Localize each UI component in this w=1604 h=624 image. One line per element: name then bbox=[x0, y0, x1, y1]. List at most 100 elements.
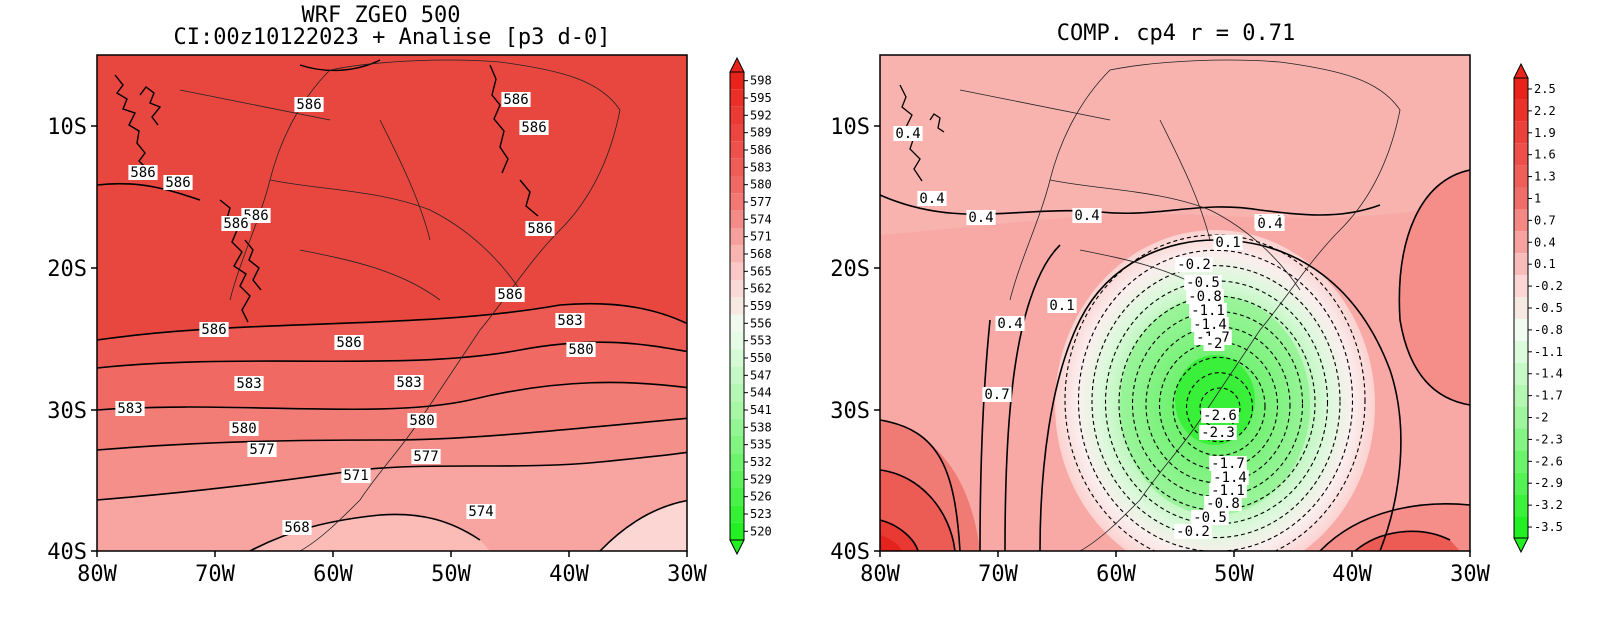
left-contour-label: 583 bbox=[117, 401, 142, 417]
left-contour-label-bg bbox=[466, 504, 496, 519]
left-contour-label-bg bbox=[495, 287, 525, 302]
left-contour-label-bg bbox=[519, 120, 549, 135]
left-contour-label-bg bbox=[341, 468, 371, 483]
left-contour-label-bg bbox=[221, 216, 251, 231]
right-contour-label: -1.4 bbox=[1213, 470, 1247, 486]
left-colorbar-label: 547 bbox=[750, 368, 772, 382]
right-colorbar-label: 2.2 bbox=[1534, 104, 1556, 118]
left-colorbar-label: 571 bbox=[750, 230, 772, 244]
right-contour-label-bg bbox=[917, 191, 947, 206]
right-colorbar-bottom-arrow bbox=[1513, 537, 1529, 554]
left-contour-label-bg bbox=[234, 376, 264, 391]
right-contour-label-bg bbox=[1203, 336, 1225, 351]
left-contour-label: 577 bbox=[413, 449, 438, 465]
left-contour-label-bg bbox=[128, 165, 158, 180]
left-lat-label: 10S bbox=[47, 115, 87, 140]
right-contour-label: -0.2 bbox=[1176, 524, 1210, 540]
left-colorbar-label: 598 bbox=[750, 74, 772, 88]
left-colorbar-label: 556 bbox=[750, 316, 772, 330]
left-contour-label-bg bbox=[407, 413, 437, 428]
left-contour-label: 571 bbox=[343, 468, 368, 484]
right-contour-label: 0.1 bbox=[1049, 298, 1074, 314]
left-colorbar-swatch bbox=[730, 158, 744, 176]
left-colorbar-label: 538 bbox=[750, 420, 772, 434]
right-contour-label-bg bbox=[1204, 496, 1242, 511]
left-colorbar-swatch bbox=[730, 505, 744, 523]
left-contour-label: 580 bbox=[409, 413, 434, 429]
right-colorbar-label: 0.1 bbox=[1534, 257, 1556, 271]
right-panel: COMP. cp4 r = 0.71 bbox=[830, 21, 1563, 587]
right-colorbar-swatch bbox=[1514, 78, 1528, 100]
right-colorbar-label: 0.4 bbox=[1534, 235, 1556, 249]
left-contour-label-bg bbox=[282, 520, 312, 535]
left-contour-label: 586 bbox=[503, 92, 528, 108]
right-contour-label: 0.4 bbox=[968, 210, 993, 226]
right-colorbar-label: -2.3 bbox=[1534, 432, 1563, 446]
left-contour-label-bg bbox=[555, 313, 585, 328]
right-contour-label: 0.4 bbox=[1257, 216, 1282, 232]
left-lon-label: 30W bbox=[667, 562, 707, 587]
right-colorbar-label: 1.9 bbox=[1534, 126, 1556, 140]
right-contour-label: -2.6 bbox=[1203, 408, 1237, 424]
right-contour-label-bg bbox=[1209, 456, 1247, 471]
right-colorbar-swatch bbox=[1514, 165, 1528, 188]
left-colorbar-swatch bbox=[730, 522, 744, 540]
left-contour-label-bg bbox=[294, 97, 324, 112]
right-negative-contour bbox=[1172, 356, 1266, 456]
left-colorbar-swatch bbox=[730, 176, 744, 194]
left-colorbar-swatch bbox=[730, 245, 744, 263]
right-contour-label-bg bbox=[995, 316, 1025, 331]
left-colorbar-swatch bbox=[730, 470, 744, 488]
left-lon-label: 80W bbox=[77, 562, 117, 587]
right-lat-label: 40S bbox=[830, 540, 870, 565]
left-colorbar-swatch bbox=[730, 228, 744, 246]
left-contour-label: 586 bbox=[497, 287, 522, 303]
right-colorbar-label: 0.7 bbox=[1534, 213, 1556, 227]
left-contour-label: 586 bbox=[130, 165, 155, 181]
left-lon-label: 70W bbox=[195, 562, 235, 587]
left-contour-label: 580 bbox=[231, 421, 256, 437]
right-colorbar-swatch bbox=[1514, 99, 1528, 122]
right-colorbar-swatch bbox=[1514, 406, 1528, 429]
left-contour-label: 583 bbox=[557, 313, 582, 329]
right-contour-label: -0.8 bbox=[1188, 289, 1222, 305]
left-contour-label-bg bbox=[199, 322, 229, 337]
left-colorbar-swatch bbox=[730, 418, 744, 436]
right-contour-label-bg bbox=[1047, 298, 1077, 313]
right-colorbar-swatch bbox=[1514, 516, 1528, 538]
right-colorbar-swatch bbox=[1514, 362, 1528, 385]
right-lon-label: 80W bbox=[860, 562, 900, 587]
right-lon-label: 30W bbox=[1450, 562, 1490, 587]
right-colorbar-swatch bbox=[1514, 318, 1528, 341]
left-contour-label-bg bbox=[163, 175, 193, 190]
right-contour-label: -0.5 bbox=[1186, 275, 1220, 291]
left-colorbar-swatch bbox=[730, 332, 744, 350]
left-contour-label: 574 bbox=[468, 504, 493, 520]
right-lat-label: 20S bbox=[830, 257, 870, 282]
left-colorbar-swatch bbox=[730, 349, 744, 367]
left-colorbar-label: 589 bbox=[750, 126, 772, 140]
left-colorbar-swatch bbox=[730, 193, 744, 211]
right-title: COMP. cp4 r = 0.71 bbox=[1057, 21, 1295, 46]
right-colorbar-label: -0.5 bbox=[1534, 301, 1563, 315]
right-map-fill bbox=[880, 55, 1470, 551]
left-contour-label-bg bbox=[229, 421, 259, 436]
left-colorbar-swatch bbox=[730, 314, 744, 332]
right-contour-label: 0.1 bbox=[1215, 235, 1240, 251]
left-colorbar-label: 544 bbox=[750, 386, 772, 400]
right-contour-labels: 0.40.40.40.40.40.40.10.10.40.7-0.2-0.5-0… bbox=[893, 126, 1285, 540]
left-colorbar-label: 559 bbox=[750, 299, 772, 313]
left-colorbar-label: 529 bbox=[750, 472, 772, 486]
left-colorbar-label: 592 bbox=[750, 108, 772, 122]
left-contour-label: 586 bbox=[223, 216, 248, 232]
left-lon-label: 40W bbox=[549, 562, 589, 587]
left-colorbar-swatch bbox=[730, 488, 744, 506]
right-colorbar-label: -1.4 bbox=[1534, 367, 1563, 381]
right-colorbar-label: 1 bbox=[1534, 191, 1541, 205]
left-colorbar-label: 520 bbox=[750, 524, 772, 538]
right-contour-label-bg bbox=[966, 210, 996, 225]
right-colorbar-swatch bbox=[1514, 231, 1528, 254]
right-negative-contour bbox=[1118, 295, 1316, 511]
right-contour-label-bg bbox=[893, 126, 923, 141]
